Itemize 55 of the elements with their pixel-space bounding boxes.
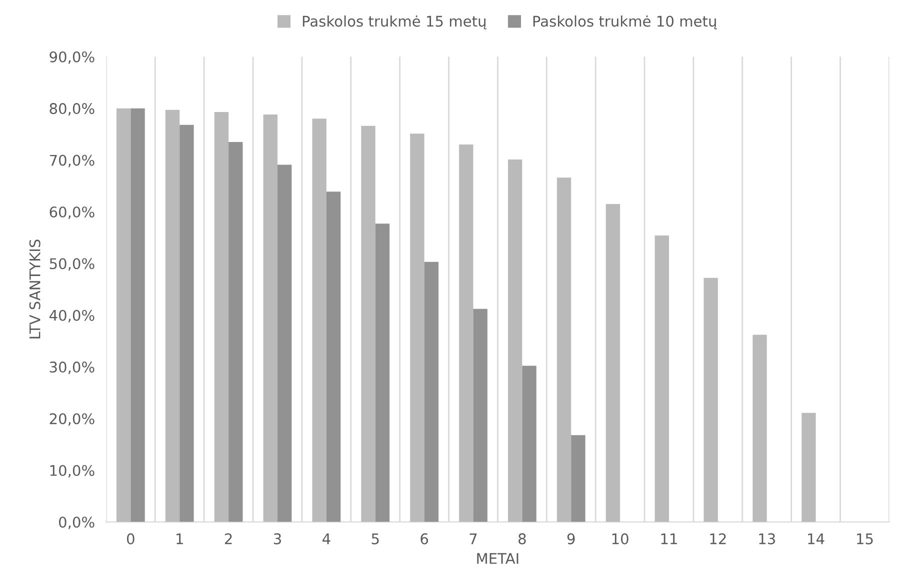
- y-tick-label: 70,0%: [50, 154, 94, 168]
- x-axis-title: METAI: [477, 553, 518, 564]
- y-tick-label: 90,0%: [50, 51, 94, 64]
- bar: [116, 108, 131, 522]
- bar: [277, 164, 292, 522]
- x-tick-label: 12: [710, 533, 726, 544]
- y-axis-title: LTV SANTYKIS: [29, 240, 40, 338]
- bar: [361, 126, 376, 522]
- y-tick-label: 0,0%: [59, 516, 94, 530]
- bar: [375, 224, 390, 522]
- x-tick-label: 8: [518, 533, 526, 544]
- x-tick-label: 10: [612, 533, 628, 544]
- y-tick-label: 30,0%: [50, 362, 94, 374]
- bar: [508, 160, 522, 522]
- x-tick-label: 1: [176, 533, 183, 544]
- y-tick-label: 40,0%: [49, 310, 94, 322]
- bar: [704, 278, 718, 522]
- bar: [410, 134, 424, 522]
- y-tick-label: 80,0%: [50, 103, 94, 116]
- bar: [752, 334, 767, 522]
- x-tick-label: 14: [808, 533, 824, 544]
- bar: [326, 192, 341, 522]
- bar: [802, 412, 816, 522]
- y-tick-label: 50,0%: [50, 258, 94, 271]
- bar: [606, 204, 620, 522]
- bar: [228, 142, 243, 522]
- x-tick-label: 3: [274, 533, 281, 544]
- bar: [130, 108, 145, 522]
- x-tick-label: 13: [759, 533, 775, 544]
- legend-label: Paskolos trukmė 15 metų: [302, 15, 486, 30]
- bar: [522, 366, 536, 522]
- x-tick-label: 6: [420, 533, 428, 544]
- x-tick-label: 9: [567, 533, 575, 544]
- bar: [180, 124, 194, 522]
- x-tick-label: 15: [857, 533, 873, 544]
- bar: [459, 144, 474, 522]
- x-tick-label: 4: [322, 533, 330, 544]
- bar: [424, 262, 438, 522]
- bar: [312, 118, 326, 522]
- x-tick-label: 5: [372, 533, 379, 544]
- bar: [214, 112, 229, 522]
- legend-label: Paskolos trukmė 10 metų: [533, 15, 717, 30]
- x-tick-label: 7: [470, 533, 477, 544]
- x-tick-label: 0: [126, 533, 134, 544]
- y-tick-label: 10,0%: [50, 464, 94, 478]
- bar: [654, 236, 669, 522]
- bar: [165, 110, 180, 522]
- x-tick-label: 2: [224, 533, 232, 544]
- y-tick-label: 20,0%: [50, 413, 94, 426]
- x-tick-label: 11: [661, 533, 677, 544]
- bar: [473, 308, 488, 522]
- y-tick-label: 60,0%: [50, 206, 94, 219]
- bar: [263, 114, 278, 522]
- bar: [571, 435, 586, 522]
- bar: [556, 178, 572, 522]
